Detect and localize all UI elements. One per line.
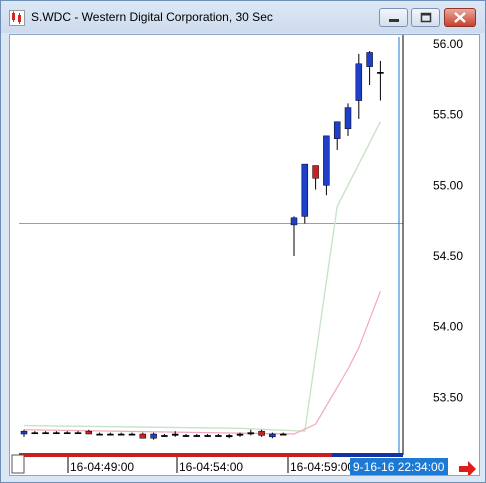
candle-body-up (247, 432, 255, 435)
candles (20, 51, 384, 440)
candle (96, 432, 103, 436)
candle-body-down (85, 430, 93, 435)
candle-body-up (204, 435, 211, 437)
candle (74, 431, 82, 435)
candle (301, 163, 309, 224)
candle-body-up (215, 435, 222, 437)
price-tick-label: 55.00 (433, 178, 463, 192)
candle-body-up (161, 435, 168, 437)
candle (247, 429, 255, 436)
candle (128, 432, 136, 436)
candle (333, 121, 341, 150)
time-axis-bar (19, 453, 403, 457)
candle-body-up (355, 63, 363, 101)
price-chart[interactable]: 16-04:49:00 16-04:54:00 16-04:59:00 9-16-1… (10, 35, 479, 475)
candle (63, 431, 71, 435)
candle (215, 434, 222, 437)
candle (258, 429, 265, 437)
candle (139, 432, 147, 439)
time-axis: 16-04:49:00 16-04:54:00 16-04:59:00 (67, 457, 354, 474)
candle (53, 431, 60, 435)
candle (312, 165, 319, 190)
time-axis-bar-highlight (332, 453, 403, 457)
price-tick-label: 54.00 (433, 320, 463, 334)
candle (377, 60, 384, 101)
time-tick-label: 16-04:54:00 (179, 460, 243, 474)
candle (279, 432, 287, 436)
minimize-button[interactable] (379, 8, 408, 27)
candle-body-up (279, 433, 287, 436)
ma-fast-line (23, 121, 382, 432)
candle-body-up (96, 433, 103, 436)
candle (20, 429, 28, 437)
candle-body-up (193, 435, 201, 437)
candle-body-up (117, 433, 125, 436)
candle (182, 434, 190, 437)
red-arrow-right-icon[interactable] (459, 461, 476, 475)
candle (236, 432, 244, 437)
candle-body-up (42, 432, 49, 435)
candle (290, 216, 298, 256)
candle-body-up (225, 435, 233, 438)
chart-area[interactable]: 16-04:49:00 16-04:54:00 16-04:59:00 9-16-1… (9, 34, 480, 476)
window-title: S.WDC - Western Digital Corporation, 30 … (31, 10, 273, 24)
candle-body-up (171, 433, 179, 436)
candle-body-up (366, 52, 373, 67)
candle (31, 431, 39, 435)
candle (323, 135, 330, 196)
candle-body-down (139, 433, 147, 439)
candle (193, 434, 201, 437)
candle (161, 434, 168, 437)
cursor-time-label-bg (350, 458, 448, 475)
close-icon (454, 12, 466, 23)
candle-body-up (344, 107, 352, 130)
candle-body-up (182, 435, 190, 437)
maximize-button[interactable] (411, 8, 440, 27)
candle-body-down (312, 165, 319, 179)
candle (366, 51, 373, 85)
candle-body-up (74, 432, 82, 435)
candle-body-up (290, 217, 298, 226)
close-button[interactable] (444, 8, 476, 27)
candle-body-up (53, 432, 60, 435)
candle-body-up (63, 432, 71, 435)
price-axis: 56.00 55.50 55.00 54.50 54.00 53.50 (433, 37, 463, 404)
candle (344, 103, 352, 136)
candle (42, 431, 49, 435)
candle-body-up (31, 432, 39, 435)
time-tick-label: 16-04:49:00 (70, 460, 134, 474)
candle-body-up (128, 433, 136, 436)
candle-body-up (301, 163, 309, 217)
candle (355, 53, 363, 119)
price-tick-label: 55.50 (433, 108, 463, 122)
candle-body-up (236, 433, 244, 436)
maximize-icon (420, 12, 431, 23)
candle-body-down (258, 430, 265, 436)
candle-body-up (107, 433, 114, 436)
candle-body-up (333, 121, 341, 139)
cursor-time-label: 9-16-16 22:34:00 (353, 460, 445, 474)
candle (204, 434, 211, 437)
candle-body-up (20, 430, 28, 435)
candle (107, 432, 114, 436)
candle (117, 432, 125, 436)
candle-body-up (150, 433, 157, 439)
candle (150, 432, 157, 440)
candle-body-up (323, 135, 330, 186)
candle-body-up (269, 433, 276, 438)
time-scroll-box[interactable] (11, 454, 25, 474)
candle (85, 429, 93, 435)
price-tick-label: 56.00 (433, 37, 463, 51)
candle-body-up (377, 72, 384, 74)
time-tick-label: 16-04:59:00 (290, 460, 354, 474)
chart-app-icon (9, 10, 25, 26)
candle (171, 431, 179, 437)
title-bar[interactable]: S.WDC - Western Digital Corporation, 30 … (1, 1, 485, 33)
candle (225, 434, 233, 439)
minimize-icon (388, 19, 399, 22)
candle (269, 432, 276, 439)
price-tick-label: 53.50 (433, 390, 463, 404)
price-tick-label: 54.50 (433, 249, 463, 263)
